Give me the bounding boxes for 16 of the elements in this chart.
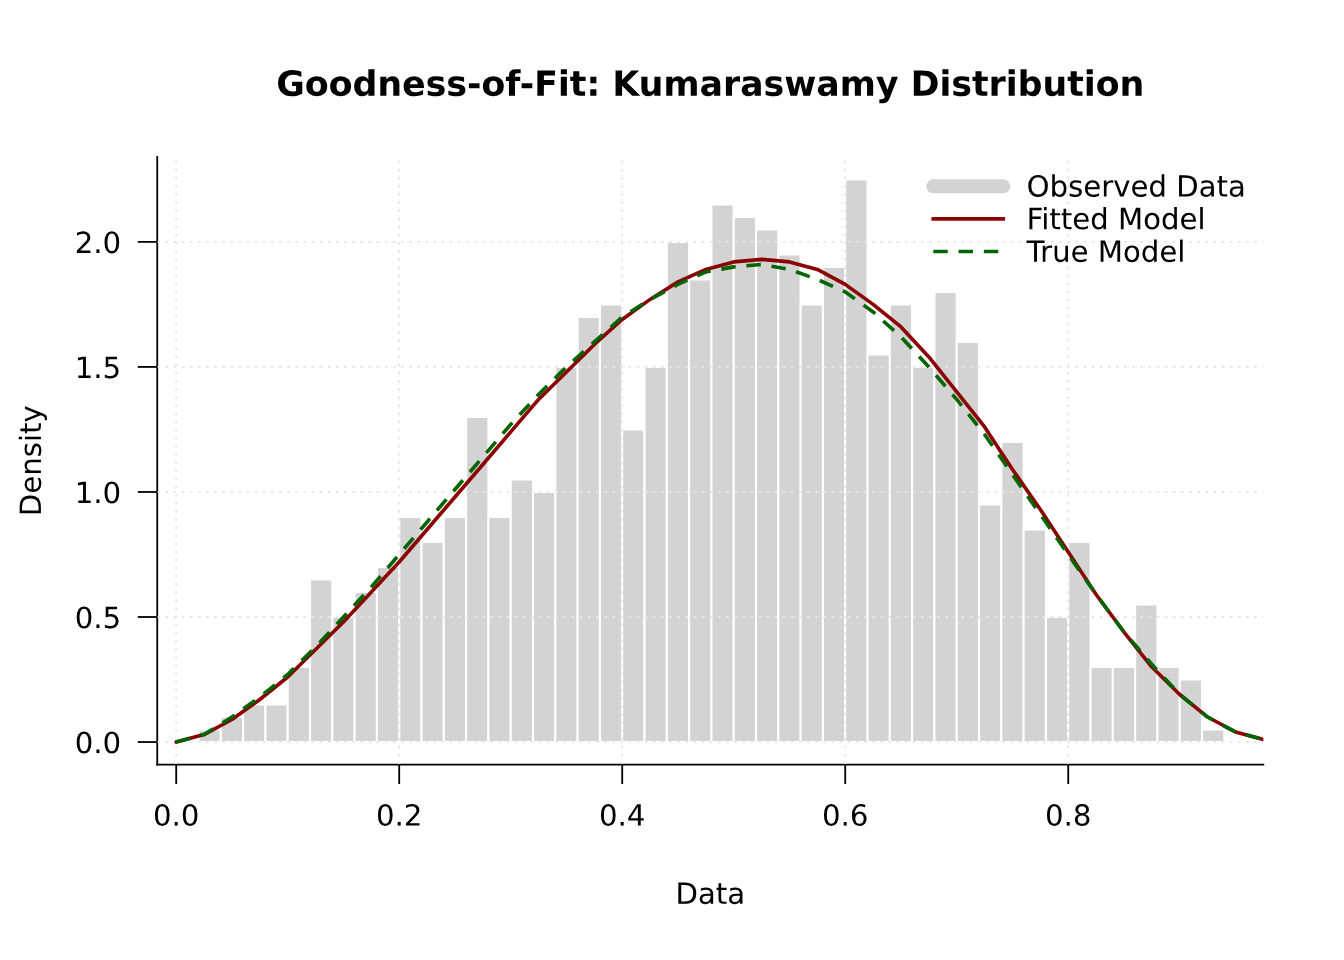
legend-label: Observed Data [1028,174,1244,197]
y-tick-label: 1.5 [77,356,119,379]
x-tick-label: 0.4 [600,803,644,827]
legend-label: Fitted Model [1029,206,1203,230]
x-tick-label: 0.2 [377,803,420,827]
x-tick-label: 0.6 [823,803,867,827]
y-axis-title: Density [18,406,47,514]
y-tick-label: 2.0 [76,231,120,254]
y-tick-label: 1.0 [77,481,120,504]
y-tick-label: 0.0 [76,731,120,754]
y-tick-label: 0.5 [76,606,119,629]
x-tick-label: 0.0 [154,803,198,827]
legend-label: True Model [1026,239,1183,263]
chart-title: Goodness-of-Fit: Kumaraswamy Distribution [278,69,1142,104]
x-axis-title: Data [678,882,743,905]
x-tick-label: 0.8 [1046,803,1090,827]
